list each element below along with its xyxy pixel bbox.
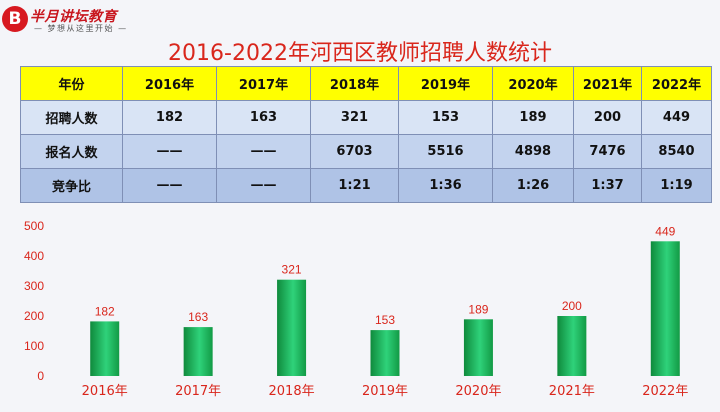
x-tick-label: 2017年 (175, 384, 221, 399)
table-cell: 1:37 (573, 168, 642, 203)
table-cell: 182 (122, 100, 217, 135)
bar (90, 321, 120, 376)
header-cell: 2016年 (122, 66, 217, 101)
table-cell: 1:36 (398, 168, 493, 203)
data-label: 153 (375, 313, 395, 327)
table-cell: 449 (641, 100, 712, 135)
table-cell: —— (216, 168, 311, 203)
table-cell: 1:26 (492, 168, 574, 203)
x-tick-label: 2020年 (455, 384, 501, 399)
table-cell: 163 (216, 100, 311, 135)
data-label: 189 (468, 302, 488, 316)
header-cell: 2018年 (310, 66, 399, 101)
y-tick-label: 400 (24, 249, 44, 263)
header-cell: 年份 (20, 66, 123, 101)
table-cell: 4898 (492, 134, 574, 169)
data-label: 182 (95, 304, 115, 318)
data-label: 449 (655, 224, 675, 238)
brand-logo: B 半月讲坛教育 — 梦想从这里开始 — (0, 2, 130, 38)
table-cell: 189 (492, 100, 574, 135)
header-cell: 2021年 (573, 66, 642, 101)
table-cell: 153 (398, 100, 493, 135)
y-tick-label: 200 (24, 309, 44, 323)
y-tick-label: 500 (24, 219, 44, 233)
bar (557, 316, 587, 376)
bar (277, 279, 307, 376)
table-cell: 招聘人数 (20, 100, 123, 135)
data-label: 321 (282, 263, 302, 277)
logo-tagline: — 梦想从这里开始 — (34, 24, 128, 33)
stats-table-container: 年份 2016年 2017年 2018年 2019年 2020年 2021年 2… (20, 66, 712, 203)
table-cell: 7476 (573, 134, 642, 169)
logo-mark-icon: B (2, 6, 28, 32)
data-label: 200 (562, 299, 582, 313)
table-header-row: 年份 2016年 2017年 2018年 2019年 2020年 2021年 2… (20, 66, 712, 101)
y-tick-label: 300 (24, 279, 44, 293)
x-tick-label: 2016年 (82, 384, 128, 399)
table-cell: 1:21 (310, 168, 399, 203)
table-row: 竞争比 —— —— 1:21 1:36 1:26 1:37 1:19 (20, 168, 712, 203)
table-cell: —— (122, 134, 217, 169)
table-cell: —— (216, 134, 311, 169)
bar (463, 319, 493, 376)
header-cell: 2019年 (398, 66, 493, 101)
table-row: 报名人数 —— —— 6703 5516 4898 7476 8540 (20, 134, 712, 169)
table-cell: 8540 (641, 134, 712, 169)
data-label: 163 (188, 310, 208, 324)
header-cell: 2022年 (641, 66, 712, 101)
y-tick-label: 0 (37, 369, 44, 383)
y-tick-label: 100 (24, 339, 44, 353)
table-cell: 竞争比 (20, 168, 123, 203)
x-tick-label: 2021年 (549, 384, 595, 399)
logo-name: 半月讲坛教育 (30, 9, 117, 25)
table-cell: 报名人数 (20, 134, 123, 169)
bar (183, 327, 213, 376)
bar-chart: 0 100 200 300 400 500 182 2016年 163 2017年 321 2018年… (24, 219, 688, 399)
table-row: 招聘人数 182 163 321 153 189 200 449 (20, 100, 712, 135)
page-title: 2016-2022年河西区教师招聘人数统计 (168, 41, 552, 66)
bar (650, 241, 680, 376)
x-tick-label: 2018年 (269, 384, 315, 399)
table-cell: 1:19 (641, 168, 712, 203)
x-tick-label: 2022年 (642, 384, 688, 399)
bar (370, 330, 400, 376)
table-cell: 200 (573, 100, 642, 135)
stats-table: 年份 2016年 2017年 2018年 2019年 2020年 2021年 2… (20, 66, 712, 203)
x-tick-label: 2019年 (362, 384, 408, 399)
table-cell: 6703 (310, 134, 399, 169)
table-cell: 321 (310, 100, 399, 135)
table-cell: 5516 (398, 134, 493, 169)
header-cell: 2017年 (216, 66, 311, 101)
header-cell: 2020年 (492, 66, 574, 101)
table-cell: —— (122, 168, 217, 203)
